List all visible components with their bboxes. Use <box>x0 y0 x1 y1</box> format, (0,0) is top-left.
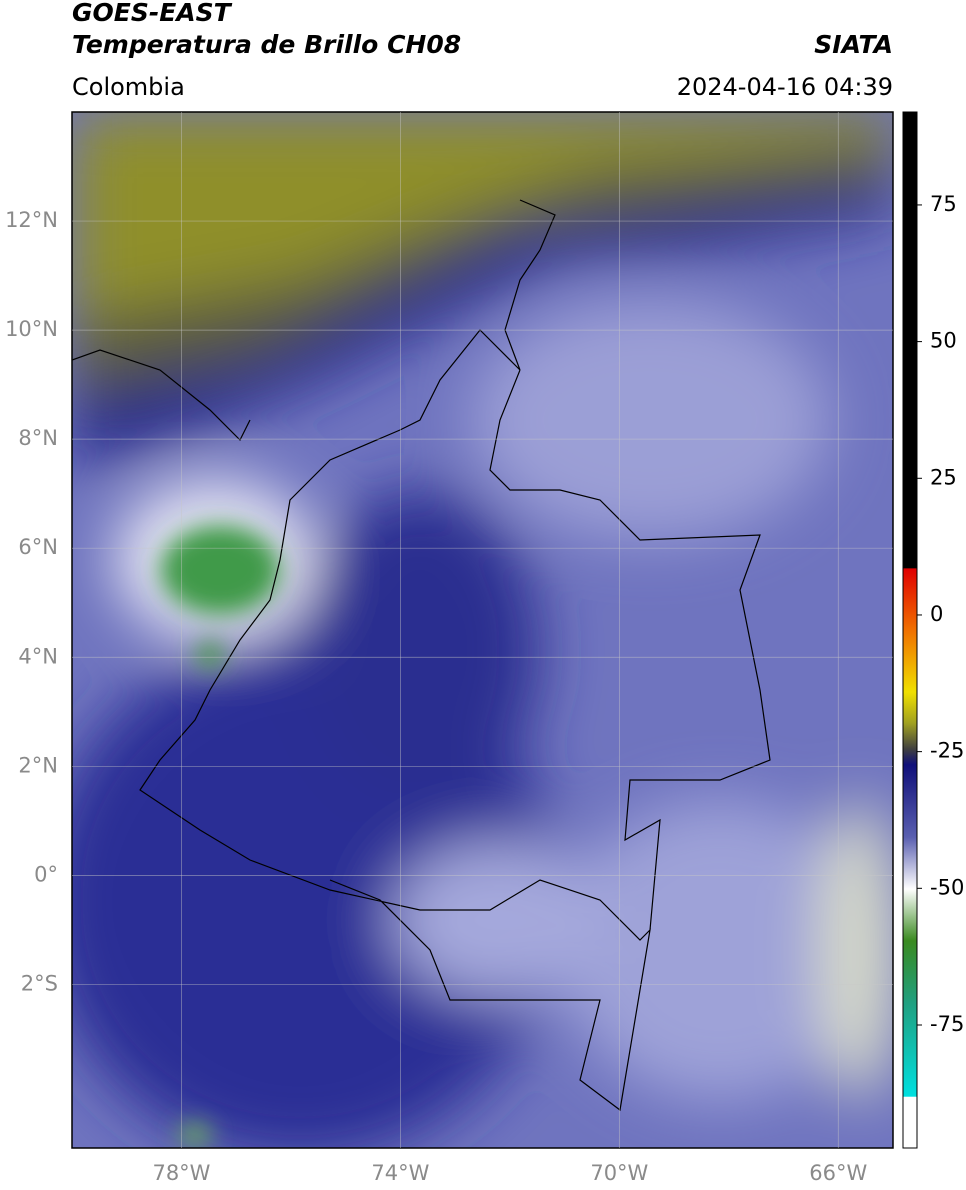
lat-tick-label: 10°N <box>5 317 58 341</box>
colorbar-tick-label: 75 <box>930 192 957 216</box>
lat-tick-label: 12°N <box>5 208 58 232</box>
map-frame <box>71 111 894 1149</box>
lat-tick-label: 8°N <box>18 426 58 450</box>
colorbar-tick-label: 0 <box>930 602 943 626</box>
lat-tick-label: 2°N <box>18 753 58 777</box>
region: Colombia <box>72 73 185 101</box>
title: GOES-EAST <box>72 0 233 27</box>
datetime: 2024-04-16 04:39 <box>677 73 893 101</box>
colorbar-tick-label: -25 <box>930 739 964 763</box>
satellite-image <box>72 112 893 1148</box>
colorbar-tick-label: -75 <box>930 1012 964 1036</box>
lon-tick-label: 70°W <box>590 1161 648 1185</box>
subtitle: Temperatura de Brillo CH08 <box>72 30 461 59</box>
lat-tick-label: 6°N <box>18 535 58 559</box>
lat-tick-label: 0° <box>34 862 58 886</box>
source: SIATA <box>814 30 893 59</box>
lon-tick-label: 78°W <box>152 1161 210 1185</box>
colorbar-tick-label: 25 <box>930 465 957 489</box>
lat-tick-label: 4°N <box>18 644 58 668</box>
colorbar <box>902 111 918 1149</box>
colorbar-tick-label: -50 <box>930 875 964 899</box>
lon-tick-label: 74°W <box>371 1161 429 1185</box>
lon-tick-label: 66°W <box>809 1161 867 1185</box>
ticks: 12°N 10°N 8°N 6°N 4°N 2°N 0° 2°S 78°W 74°W 70°W 66°… <box>5 112 964 1185</box>
colorbar-tick-label: 50 <box>930 329 957 353</box>
lat-tick-label: 2°S <box>21 971 58 995</box>
